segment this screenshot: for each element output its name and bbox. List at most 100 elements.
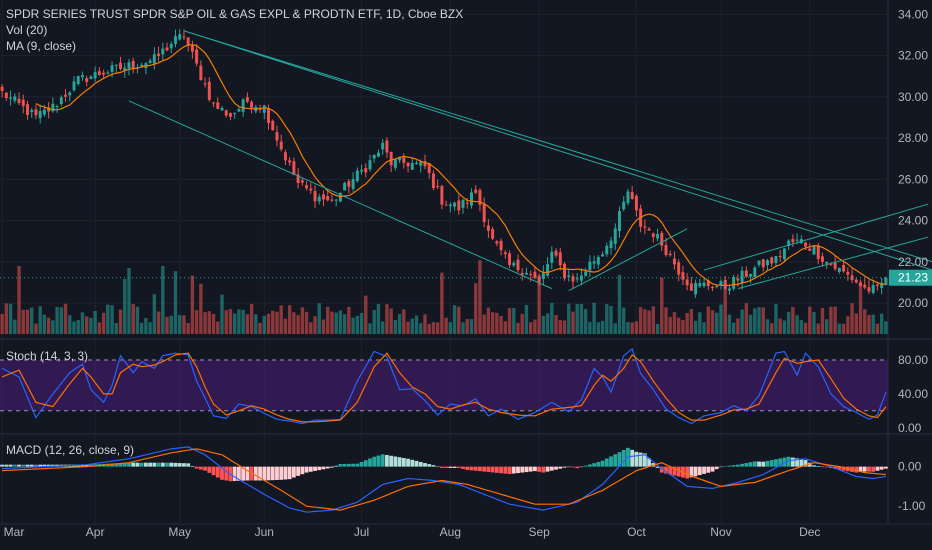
- volume-bar: [275, 311, 279, 334]
- candle-body: [812, 246, 816, 255]
- macd-histogram-bar: [621, 450, 626, 467]
- candle-body: [685, 279, 689, 286]
- trendline[interactable]: [183, 30, 932, 263]
- macd-histogram-bar: [389, 455, 394, 467]
- macd-histogram-bar: [478, 466, 482, 472]
- volume-bar: [596, 322, 601, 334]
- macd-histogram-bar: [452, 466, 457, 468]
- macd-pane[interactable]: [0, 446, 888, 513]
- macd-histogram-bar: [304, 466, 309, 473]
- volume-bar: [812, 311, 816, 334]
- macd-histogram-bar: [549, 466, 554, 471]
- candle-body: [169, 43, 173, 49]
- macd-histogram-bar: [89, 464, 93, 467]
- macd-histogram-bar: [80, 464, 85, 467]
- candle-body: [630, 192, 634, 199]
- macd-histogram-bar: [122, 462, 127, 467]
- macd-histogram-bar: [778, 458, 783, 467]
- candle-body: [601, 254, 605, 257]
- macd-histogram-bar: [630, 449, 635, 467]
- macd-histogram-bar: [156, 462, 161, 467]
- volume-bar: [562, 320, 567, 334]
- candle-body: [563, 263, 566, 279]
- volume-bar: [512, 308, 516, 334]
- candle-body: [55, 106, 59, 108]
- candle-body: [372, 154, 376, 159]
- candle-body: [596, 257, 600, 265]
- time-axis[interactable]: Mar Apr May Jun Jul Aug Sep Oct Nov Dec: [4, 525, 821, 539]
- volume-bar: [499, 315, 503, 334]
- volume-bar: [575, 303, 579, 334]
- macd-histogram-bar: [507, 466, 512, 475]
- trendline[interactable]: [183, 30, 932, 271]
- macd-histogram-bar: [524, 466, 529, 473]
- volume-bar: [854, 313, 858, 334]
- macd-histogram-bar: [186, 463, 191, 467]
- trendline[interactable]: [703, 203, 929, 271]
- candle-body: [64, 94, 68, 97]
- candle-body: [808, 248, 812, 251]
- candle-body: [744, 270, 748, 277]
- trendline[interactable]: [128, 100, 553, 290]
- macd-histogram-bar: [579, 466, 584, 468]
- candle-body: [558, 252, 562, 266]
- volume-bar: [30, 307, 34, 334]
- price-tick-label: 20.00: [898, 296, 928, 310]
- macd-legend: MACD (12, 26, close, 9): [6, 442, 134, 458]
- volume-bar: [541, 315, 546, 334]
- candle-body: [804, 242, 808, 247]
- macd-histogram-bar: [148, 462, 153, 467]
- candle-body: [702, 282, 706, 286]
- volume-bar: [199, 283, 203, 334]
- macd-histogram-bar: [313, 466, 317, 471]
- volume-bar: [681, 320, 685, 334]
- candle-body: [402, 157, 406, 163]
- volume-bar: [364, 295, 368, 334]
- candle-body: [499, 240, 503, 251]
- candle-body: [833, 262, 837, 269]
- macd-histogram-bar: [245, 466, 250, 481]
- volume-bar: [660, 277, 664, 334]
- macd-histogram-bar: [131, 462, 136, 467]
- time-tick-label: Mar: [4, 525, 25, 539]
- macd-histogram-bar: [765, 460, 770, 467]
- price-axis[interactable]: 20.00 22.00 24.00 26.00 28.00 30.00 32.00 34.00…: [889, 7, 932, 513]
- price-tick-label: 24.00: [898, 214, 928, 228]
- volume-bar: [634, 321, 639, 334]
- macd-histogram-bar: [241, 466, 246, 481]
- candle-body: [131, 60, 135, 69]
- candle-body: [398, 157, 402, 161]
- volume-bar: [228, 309, 233, 334]
- volume-bar: [875, 323, 880, 334]
- macd-histogram-bar: [207, 466, 212, 473]
- candle-body: [296, 174, 300, 184]
- candle-body: [512, 262, 516, 266]
- macd-histogram-bar: [503, 466, 508, 474]
- stoch-pane[interactable]: [0, 347, 888, 425]
- macd-tick-label: -1.00: [898, 499, 926, 513]
- candle-body: [448, 204, 452, 207]
- candle-body: [224, 110, 228, 116]
- trendline[interactable]: [568, 228, 688, 292]
- candle-body: [753, 267, 757, 277]
- volume-bar: [376, 303, 381, 334]
- macd-histogram-bar: [42, 464, 47, 467]
- trendline[interactable]: [737, 236, 929, 290]
- macd-histogram-bar: [799, 459, 804, 467]
- candle-body: [237, 109, 241, 112]
- price-pane[interactable]: [0, 29, 932, 334]
- volume-bar: [414, 315, 419, 334]
- macd-histogram-bar: [380, 454, 385, 467]
- macd-histogram-bar: [469, 466, 474, 471]
- volume-bar: [114, 323, 118, 334]
- candle-body: [106, 72, 110, 74]
- volume-bar: [55, 306, 59, 334]
- candle-body: [647, 228, 651, 231]
- candle-body: [262, 105, 266, 113]
- candle-body: [195, 49, 199, 64]
- candle-body: [440, 186, 444, 205]
- volume-bar: [372, 309, 376, 334]
- candle-body: [47, 107, 51, 112]
- time-tick-label: Dec: [799, 525, 820, 539]
